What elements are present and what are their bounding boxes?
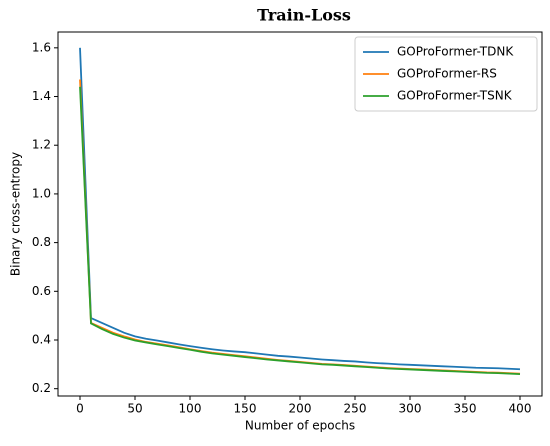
y-tick-label: 0.2 [32, 381, 51, 395]
x-tick-label: 100 [179, 402, 202, 416]
chart-title: Train-Loss [257, 6, 351, 25]
legend-label: GOProFormer-RS [397, 67, 497, 81]
x-axis-label: Number of epochs [245, 419, 355, 433]
series-line [79, 86, 521, 375]
x-tick-label: 0 [76, 402, 84, 416]
y-tick-label: 0.4 [32, 333, 51, 347]
x-tick-label: 200 [289, 402, 312, 416]
series-line [79, 47, 521, 371]
y-tick-label: 1.2 [32, 138, 51, 152]
plot-frame [57, 31, 543, 397]
x-tick-label: 300 [399, 402, 422, 416]
y-axis-label: Binary cross-entropy [9, 152, 23, 276]
x-tick-label: 250 [344, 402, 367, 416]
legend-label: GOProFormer-TDNK [397, 45, 514, 59]
x-tick-label: 400 [509, 402, 532, 416]
series-line [79, 79, 521, 375]
y-tick-label: 0.8 [32, 235, 51, 249]
y-tick-label: 0.6 [32, 284, 51, 298]
y-tick-label: 1.4 [32, 89, 51, 103]
legend-label: GOProFormer-TSNK [397, 89, 513, 103]
y-tick-label: 1.0 [32, 186, 51, 200]
x-tick-label: 350 [454, 402, 477, 416]
y-tick-label: 1.6 [32, 40, 51, 54]
legend-box [354, 36, 538, 112]
x-tick-label: 150 [234, 402, 257, 416]
x-tick-label: 50 [127, 402, 142, 416]
